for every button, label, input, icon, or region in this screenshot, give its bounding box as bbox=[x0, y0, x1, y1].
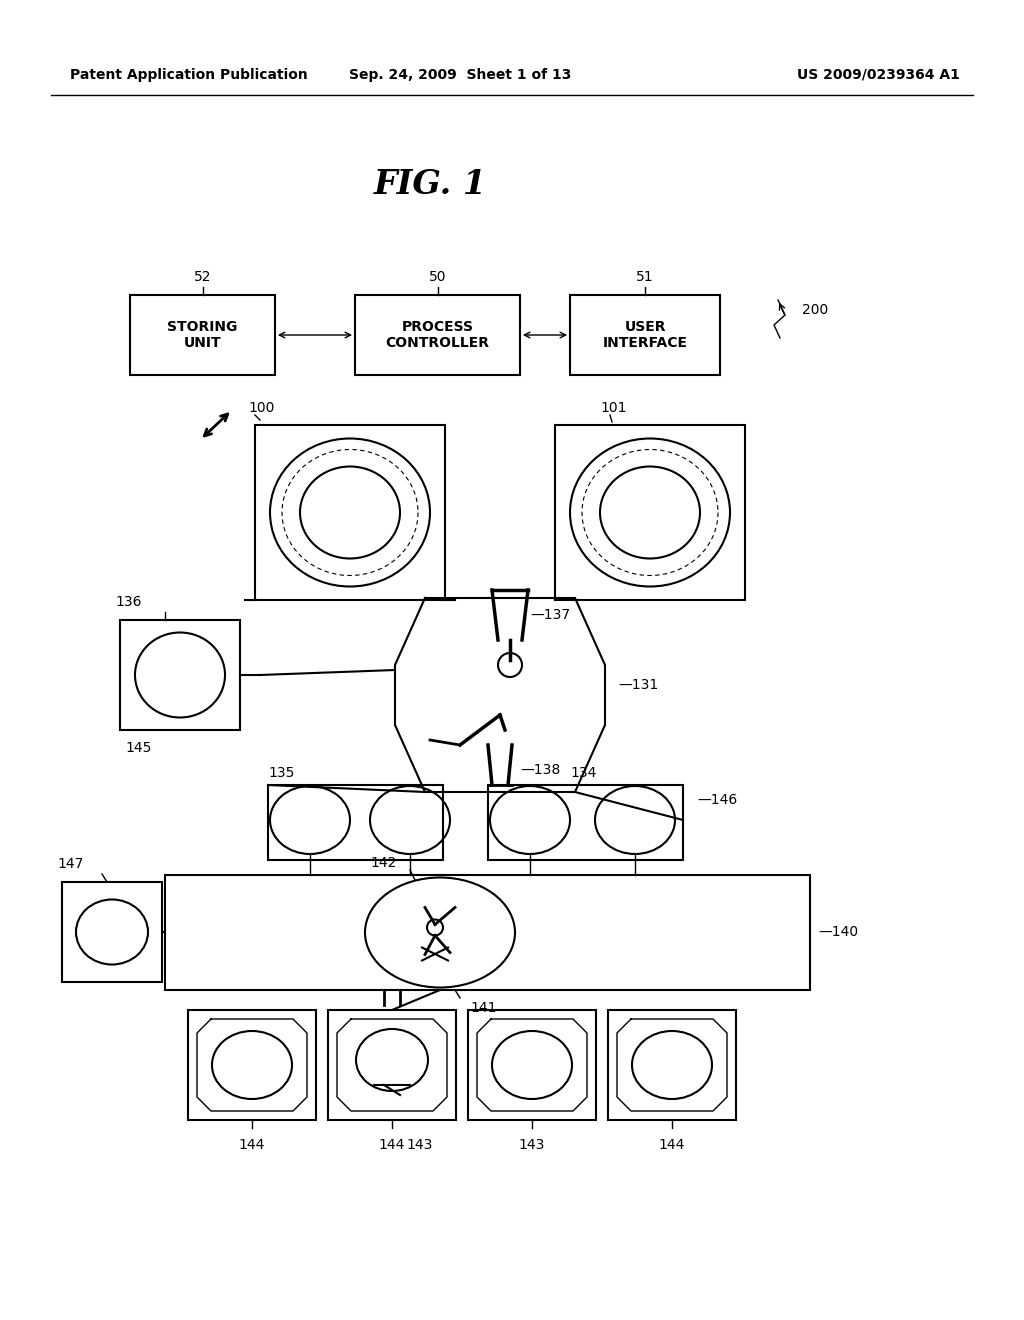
Text: 143: 143 bbox=[407, 1138, 433, 1152]
Ellipse shape bbox=[76, 899, 148, 965]
Ellipse shape bbox=[490, 785, 570, 854]
Ellipse shape bbox=[595, 785, 675, 854]
Text: 50: 50 bbox=[429, 271, 446, 284]
Circle shape bbox=[427, 920, 443, 936]
Circle shape bbox=[498, 653, 522, 677]
Text: FIG. 1: FIG. 1 bbox=[374, 169, 486, 202]
Bar bbox=[268, 785, 443, 861]
Bar bbox=[608, 1010, 736, 1119]
Text: 134: 134 bbox=[570, 766, 596, 780]
Text: PROCESS
CONTROLLER: PROCESS CONTROLLER bbox=[385, 319, 489, 350]
Bar bbox=[488, 785, 683, 861]
Text: US 2009/0239364 A1: US 2009/0239364 A1 bbox=[797, 69, 961, 82]
Ellipse shape bbox=[212, 1031, 292, 1100]
Text: 200: 200 bbox=[802, 304, 828, 317]
Text: STORING
UNIT: STORING UNIT bbox=[167, 319, 238, 350]
Text: 135: 135 bbox=[268, 766, 294, 780]
Text: 136: 136 bbox=[115, 595, 141, 609]
Text: Sep. 24, 2009  Sheet 1 of 13: Sep. 24, 2009 Sheet 1 of 13 bbox=[349, 69, 571, 82]
Bar bbox=[130, 294, 275, 375]
Ellipse shape bbox=[270, 785, 350, 854]
Text: 144: 144 bbox=[658, 1138, 685, 1152]
Ellipse shape bbox=[135, 632, 225, 718]
Ellipse shape bbox=[492, 1031, 572, 1100]
Text: —146: —146 bbox=[697, 793, 737, 807]
Text: 142: 142 bbox=[370, 855, 396, 870]
Text: 100: 100 bbox=[248, 401, 274, 414]
Ellipse shape bbox=[365, 878, 515, 987]
Bar bbox=[120, 620, 240, 730]
Bar bbox=[570, 294, 720, 375]
Text: 51: 51 bbox=[636, 271, 653, 284]
Text: 143: 143 bbox=[519, 1138, 545, 1152]
Bar bbox=[62, 882, 162, 982]
Bar bbox=[355, 294, 520, 375]
Text: Patent Application Publication: Patent Application Publication bbox=[70, 69, 308, 82]
Bar bbox=[468, 1010, 596, 1119]
Ellipse shape bbox=[300, 466, 400, 558]
Text: —137: —137 bbox=[530, 609, 570, 622]
Bar bbox=[255, 425, 445, 601]
Ellipse shape bbox=[600, 466, 700, 558]
Text: —140: —140 bbox=[818, 925, 858, 940]
Bar bbox=[165, 875, 810, 990]
Bar bbox=[188, 1010, 316, 1119]
Text: 144: 144 bbox=[379, 1138, 406, 1152]
Ellipse shape bbox=[570, 438, 730, 586]
Text: 141: 141 bbox=[470, 1001, 497, 1015]
Ellipse shape bbox=[356, 1030, 428, 1092]
Text: —131: —131 bbox=[618, 678, 658, 692]
Text: 144: 144 bbox=[239, 1138, 265, 1152]
Bar bbox=[555, 425, 745, 601]
Ellipse shape bbox=[370, 785, 450, 854]
Text: 52: 52 bbox=[194, 271, 211, 284]
Text: 147: 147 bbox=[57, 857, 83, 871]
Bar bbox=[328, 1010, 456, 1119]
Text: USER
INTERFACE: USER INTERFACE bbox=[602, 319, 687, 350]
Text: 145: 145 bbox=[125, 741, 152, 755]
Ellipse shape bbox=[632, 1031, 712, 1100]
Text: —138: —138 bbox=[520, 763, 560, 777]
Text: 101: 101 bbox=[600, 401, 627, 414]
Ellipse shape bbox=[270, 438, 430, 586]
